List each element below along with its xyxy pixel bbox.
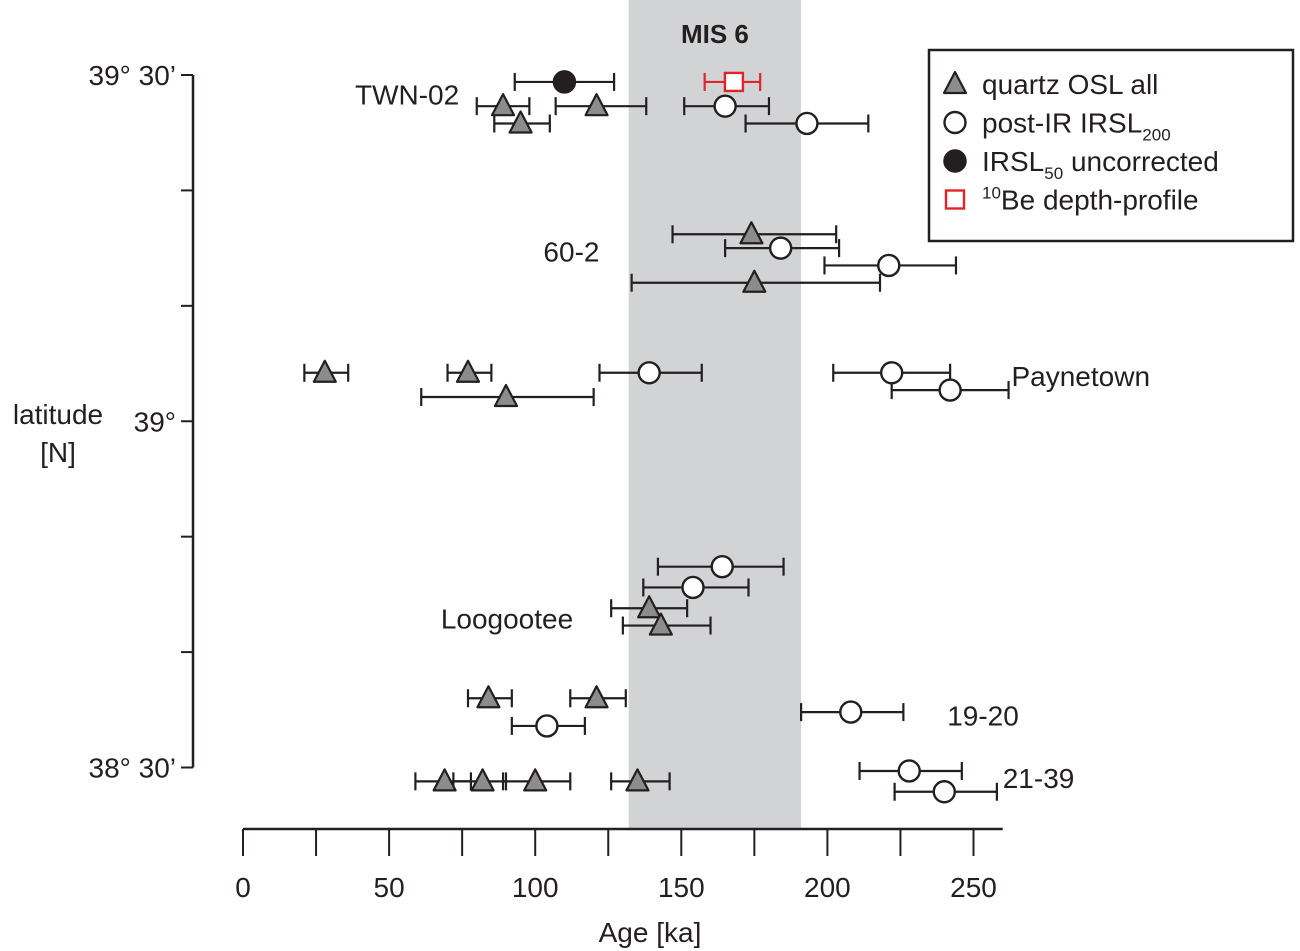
mis6-band-label: MIS 6 bbox=[681, 19, 749, 49]
y-tick-label: 38° 30’ bbox=[89, 753, 177, 784]
legend-postir-marker bbox=[943, 110, 967, 135]
y-axis-label-line2: [N] bbox=[40, 437, 76, 468]
quartz-osl-point bbox=[476, 685, 501, 709]
x-tick-label: 200 bbox=[804, 872, 851, 903]
legend-be10-marker bbox=[944, 189, 966, 210]
legend-quartz_osl-marker bbox=[942, 70, 968, 95]
x-axis-label: Age [ka] bbox=[599, 917, 702, 948]
site-label: 60-2 bbox=[543, 237, 599, 268]
quartz-osl-point bbox=[432, 768, 457, 792]
postir-irsl200-point bbox=[795, 111, 819, 136]
markers-group bbox=[312, 70, 962, 804]
site-label: TWN-02 bbox=[355, 79, 459, 110]
site-label: 21-39 bbox=[1003, 763, 1075, 794]
mis6-band-group: MIS 6 bbox=[628, 0, 802, 829]
site-label: Loogootee bbox=[441, 604, 573, 635]
quartz-osl-point bbox=[470, 768, 495, 792]
postir-irsl200-point bbox=[877, 253, 901, 278]
legend-postir-label: post-IR IRSL200 bbox=[982, 108, 1171, 145]
quartz-osl-point bbox=[648, 612, 673, 636]
legend-irsl50-marker bbox=[943, 149, 967, 173]
site-label: Paynetown bbox=[1011, 361, 1150, 392]
postir-irsl200-point bbox=[713, 94, 737, 118]
mis6-shaded-band bbox=[628, 0, 802, 829]
quartz-osl-point bbox=[312, 359, 337, 383]
x-tick-label: 0 bbox=[235, 872, 251, 903]
quartz-osl-point bbox=[625, 768, 650, 792]
postir-irsl200-point bbox=[710, 554, 734, 579]
y-tick-label: 39° bbox=[134, 406, 176, 437]
quartz-osl-point bbox=[490, 93, 516, 117]
irsl50-point bbox=[552, 70, 577, 94]
quartz-osl-point bbox=[523, 768, 548, 792]
postir-irsl200-point bbox=[768, 236, 793, 260]
legend-be10-label: 10Be depth-profile bbox=[982, 184, 1199, 216]
data-points-group bbox=[303, 70, 1010, 804]
postir-irsl200-point bbox=[897, 759, 921, 783]
x-tick-label: 150 bbox=[658, 872, 705, 903]
quartz-osl-point bbox=[637, 595, 662, 619]
axes-group: 0 50 100 150 200 250 39° 30’ 39° 38° 30’ bbox=[89, 60, 1003, 903]
be10-point bbox=[723, 71, 745, 93]
y-tick-label: 39° 30’ bbox=[89, 60, 177, 91]
postir-irsl200-point bbox=[535, 714, 559, 738]
site-labels-group: TWN-02 60-2 Paynetown Loogootee 19-20 21-39 bbox=[355, 79, 1150, 793]
x-tick-label: 50 bbox=[374, 872, 405, 903]
y-axis-label-line1: latitude bbox=[13, 399, 103, 430]
legend-quartz_osl-label: quartz OSL all bbox=[982, 69, 1158, 100]
quartz-osl-point bbox=[455, 359, 481, 383]
quartz-osl-point bbox=[739, 221, 764, 245]
quartz-osl-point bbox=[742, 269, 767, 293]
postir-irsl200-point bbox=[938, 378, 962, 402]
postir-irsl200-point bbox=[879, 361, 904, 385]
postir-irsl200-point bbox=[681, 575, 705, 600]
postir-irsl200-point bbox=[839, 700, 863, 724]
x-tick-label: 250 bbox=[950, 872, 997, 903]
quartz-osl-point bbox=[508, 110, 533, 134]
x-tick-label: 100 bbox=[512, 872, 559, 903]
postir-irsl200-point bbox=[932, 780, 956, 804]
quartz-osl-point bbox=[584, 685, 609, 709]
legend-frame bbox=[927, 48, 1295, 243]
quartz-osl-point bbox=[584, 93, 609, 117]
postir-irsl200-point bbox=[637, 361, 661, 385]
legend-irsl50-label: IRSL50 uncorrected bbox=[982, 146, 1219, 183]
quartz-osl-point bbox=[493, 383, 519, 408]
site-label: 19-20 bbox=[947, 701, 1019, 732]
